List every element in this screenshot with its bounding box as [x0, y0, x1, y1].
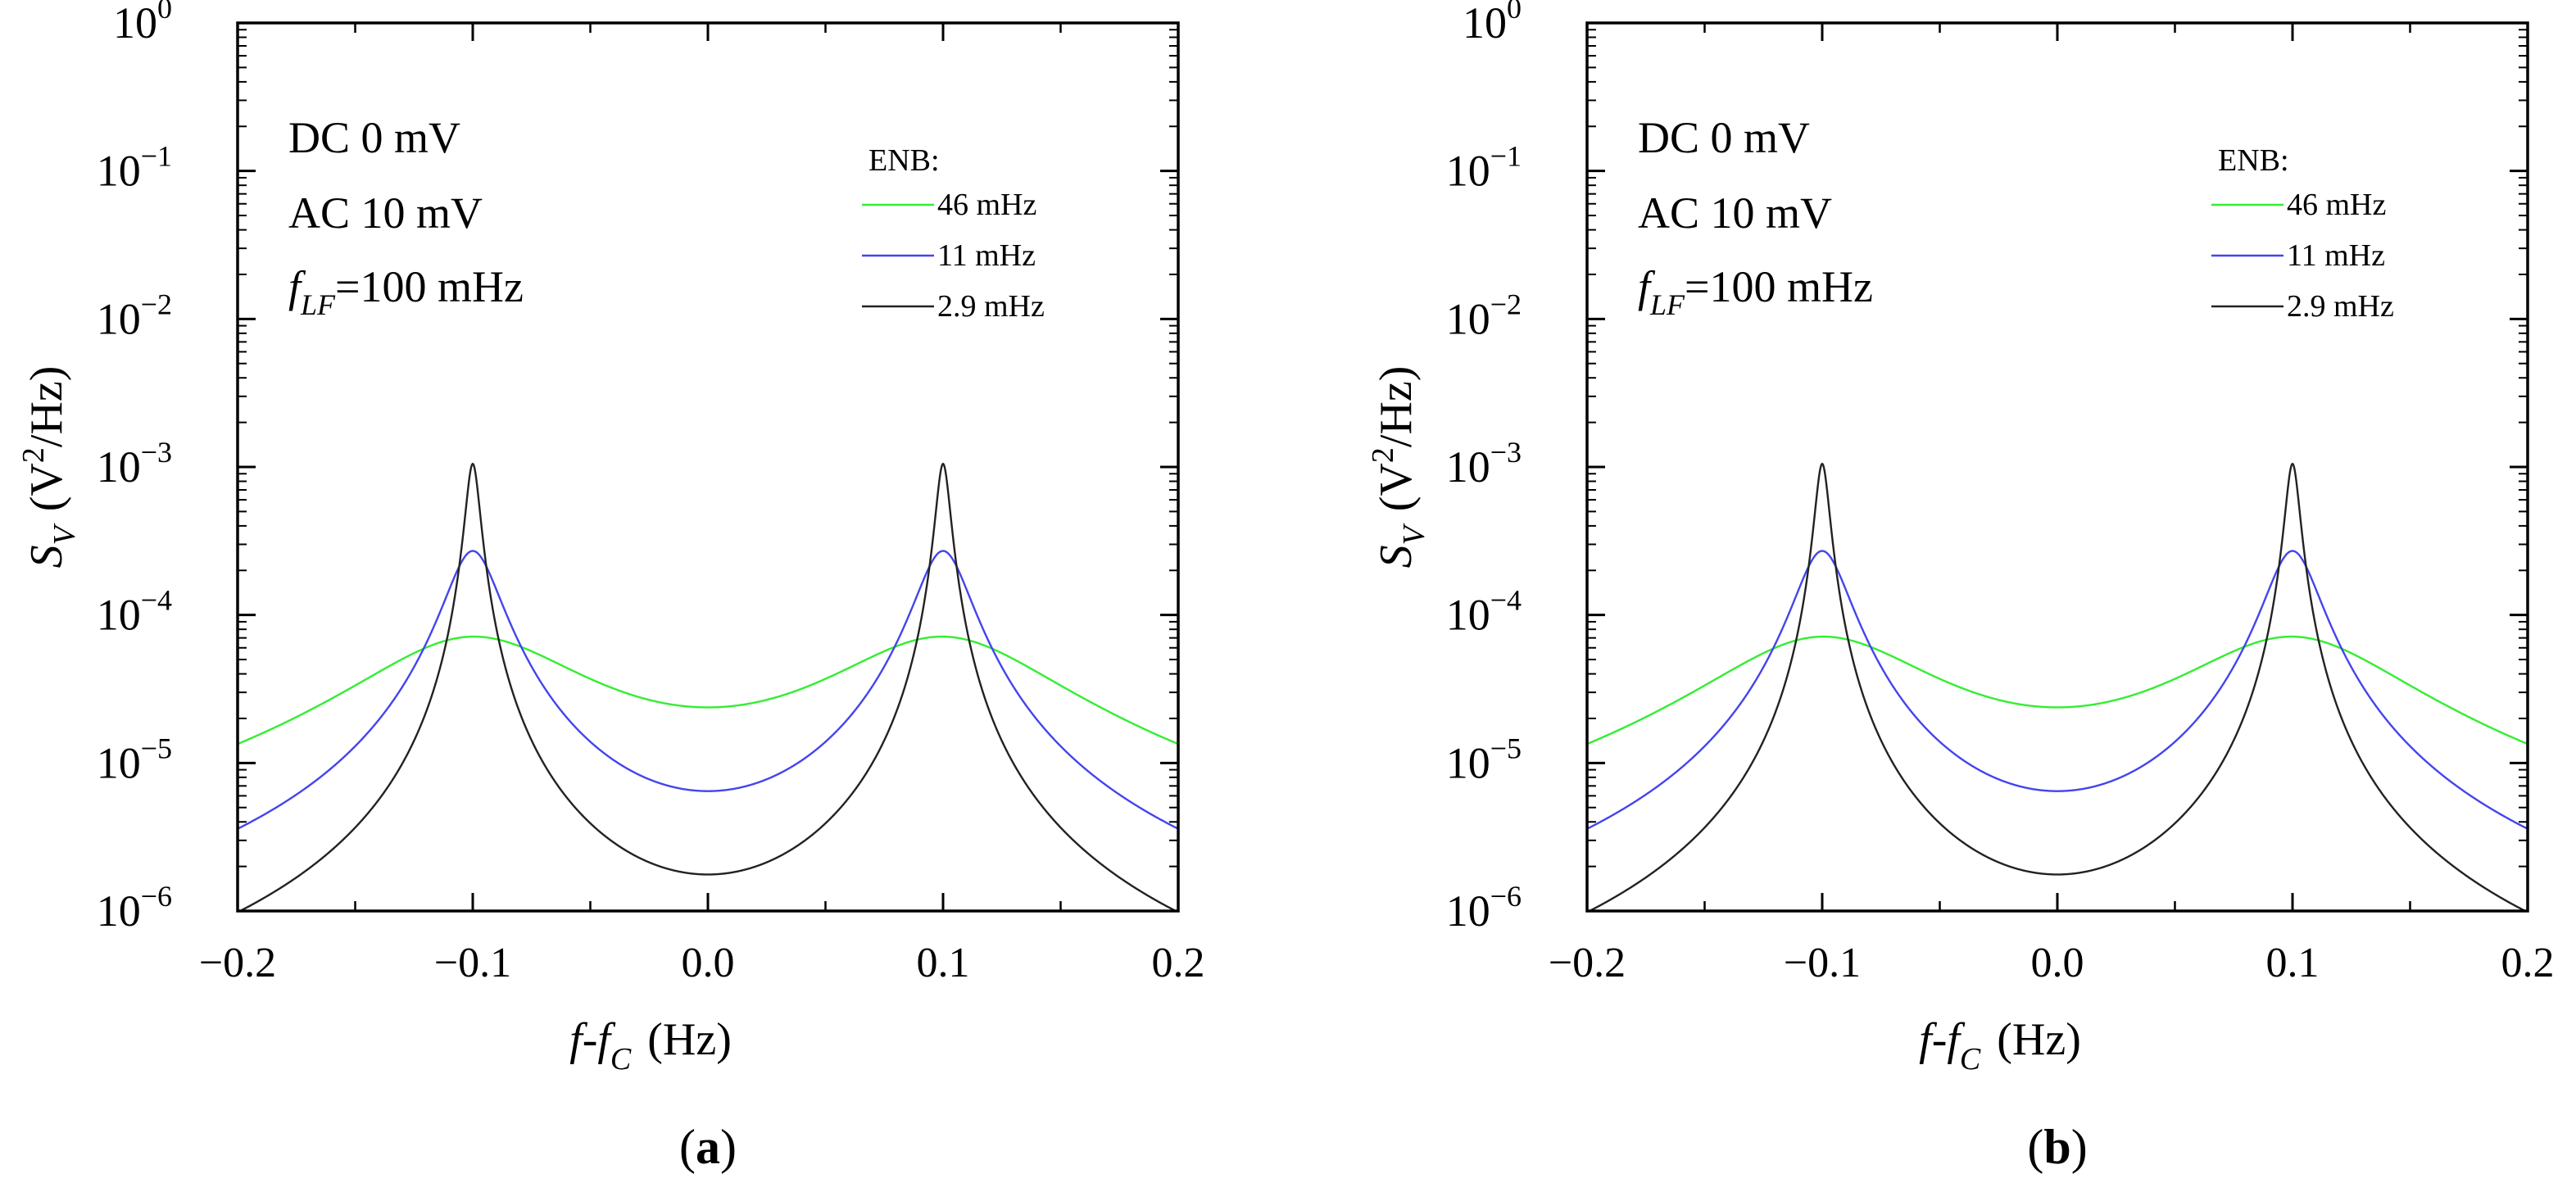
y-tick-base: 10	[97, 442, 141, 492]
y-tick-label: 10−4	[1446, 584, 1522, 640]
y-tick-exponent: −6	[1490, 880, 1522, 913]
y-tick-base: 10	[1446, 442, 1490, 492]
plot-area	[238, 462, 1178, 911]
y-tick-base: 10	[97, 147, 141, 196]
legend-label-3: 2.9 mHz	[937, 289, 1045, 324]
y-tick-base: 10	[97, 591, 141, 640]
legend-title: ENB:	[868, 143, 940, 178]
y-tick-exponent: −3	[1490, 436, 1522, 469]
y-tick-exponent: −4	[1490, 584, 1522, 617]
annotation-flf: fLF=100 mHz	[288, 262, 524, 321]
annotation-dc: DC 0 mV	[288, 113, 460, 162]
series-line-1	[1587, 635, 2528, 746]
y-tick-label: 100	[1463, 0, 1522, 48]
y-tick-label: 10−2	[1446, 288, 1522, 343]
y-tick-label: 10−5	[97, 732, 172, 787]
y-tick-exponent: −2	[141, 288, 172, 320]
y-tick-label: 10−4	[97, 584, 172, 640]
y-tick-exponent: −6	[141, 880, 172, 913]
y-tick-exponent: 0	[1507, 0, 1522, 25]
y-tick-label: 10−1	[1446, 140, 1522, 196]
y-tick-exponent: −3	[141, 436, 172, 469]
legend-title: ENB:	[2218, 143, 2289, 178]
x-tick-label: 0.2	[2501, 940, 2555, 986]
y-tick-label: 10−6	[1446, 880, 1522, 936]
x-tick-label: 0.1	[2266, 940, 2320, 986]
y-tick-label: 10−3	[1446, 436, 1522, 492]
y-tick-base: 10	[113, 0, 157, 48]
panel-label: (a)	[679, 1120, 737, 1174]
y-axis-label: SV(V2/Hz)	[1366, 366, 1431, 569]
legend-label-1: 46 mHz	[2287, 188, 2386, 222]
plot-area	[1587, 462, 2528, 911]
legend-label-1: 46 mHz	[937, 188, 1036, 222]
legend-label-2: 11 mHz	[2287, 238, 2385, 273]
y-tick-base: 10	[1446, 147, 1490, 196]
y-tick-exponent: −1	[1490, 140, 1522, 173]
y-tick-exponent: −5	[1490, 732, 1522, 764]
x-axis-label: f-fC (Hz)	[1919, 1014, 2081, 1076]
legend-label-3: 2.9 mHz	[2287, 289, 2394, 324]
annotation-flf: fLF=100 mHz	[1638, 262, 1873, 321]
y-tick-base: 10	[1446, 294, 1490, 343]
x-tick-label: −0.2	[1549, 940, 1626, 986]
series-line-1	[238, 635, 1178, 746]
y-tick-exponent: −5	[141, 732, 172, 764]
series-line-2	[238, 550, 1178, 830]
x-tick-label: 0.0	[682, 940, 735, 986]
annotation-ac: AC 10 mV	[288, 188, 483, 238]
x-tick-label: 0.1	[917, 940, 970, 986]
y-tick-base: 10	[97, 294, 141, 343]
y-tick-label: 10−2	[97, 288, 172, 343]
chart-panel-a: −0.2 −0.1 0.0 0.1 0.210−610−510−410−310−210−…	[16, 0, 1205, 1174]
series-line-3	[1587, 462, 2528, 911]
y-tick-base: 10	[1446, 738, 1490, 787]
chart-panel-b: −0.2 −0.1 0.0 0.1 0.210−610−510−410−310−210−…	[1366, 0, 2555, 1174]
y-tick-base: 10	[1446, 591, 1490, 640]
series-line-3	[238, 462, 1178, 911]
y-tick-label: 10−5	[1446, 732, 1522, 787]
y-tick-base: 10	[97, 886, 141, 936]
y-tick-base: 10	[1446, 886, 1490, 936]
annotation-dc: DC 0 mV	[1638, 113, 1810, 162]
y-axis-label: SV(V2/Hz)	[16, 366, 82, 569]
y-tick-exponent: −4	[141, 584, 172, 617]
y-tick-label: 10−6	[97, 880, 172, 936]
y-tick-label: 100	[113, 0, 172, 48]
panel-label: (b)	[2027, 1120, 2087, 1174]
x-tick-label: 0.0	[2031, 940, 2084, 986]
y-tick-base: 10	[97, 738, 141, 787]
x-axis-label: f-fC (Hz)	[569, 1014, 732, 1076]
y-tick-label: 10−1	[97, 140, 172, 196]
x-tick-label: −0.1	[1784, 940, 1861, 986]
series-line-2	[1587, 550, 2528, 830]
y-tick-base: 10	[1463, 0, 1507, 48]
y-tick-label: 10−3	[97, 436, 172, 492]
x-tick-label: −0.2	[199, 940, 276, 986]
y-tick-exponent: 0	[157, 0, 172, 25]
y-tick-exponent: −2	[1490, 288, 1522, 320]
x-tick-label: 0.2	[1152, 940, 1205, 986]
x-tick-label: −0.1	[434, 940, 511, 986]
y-tick-exponent: −1	[141, 140, 172, 173]
legend-label-2: 11 mHz	[937, 238, 1036, 273]
annotation-ac: AC 10 mV	[1638, 188, 1832, 238]
